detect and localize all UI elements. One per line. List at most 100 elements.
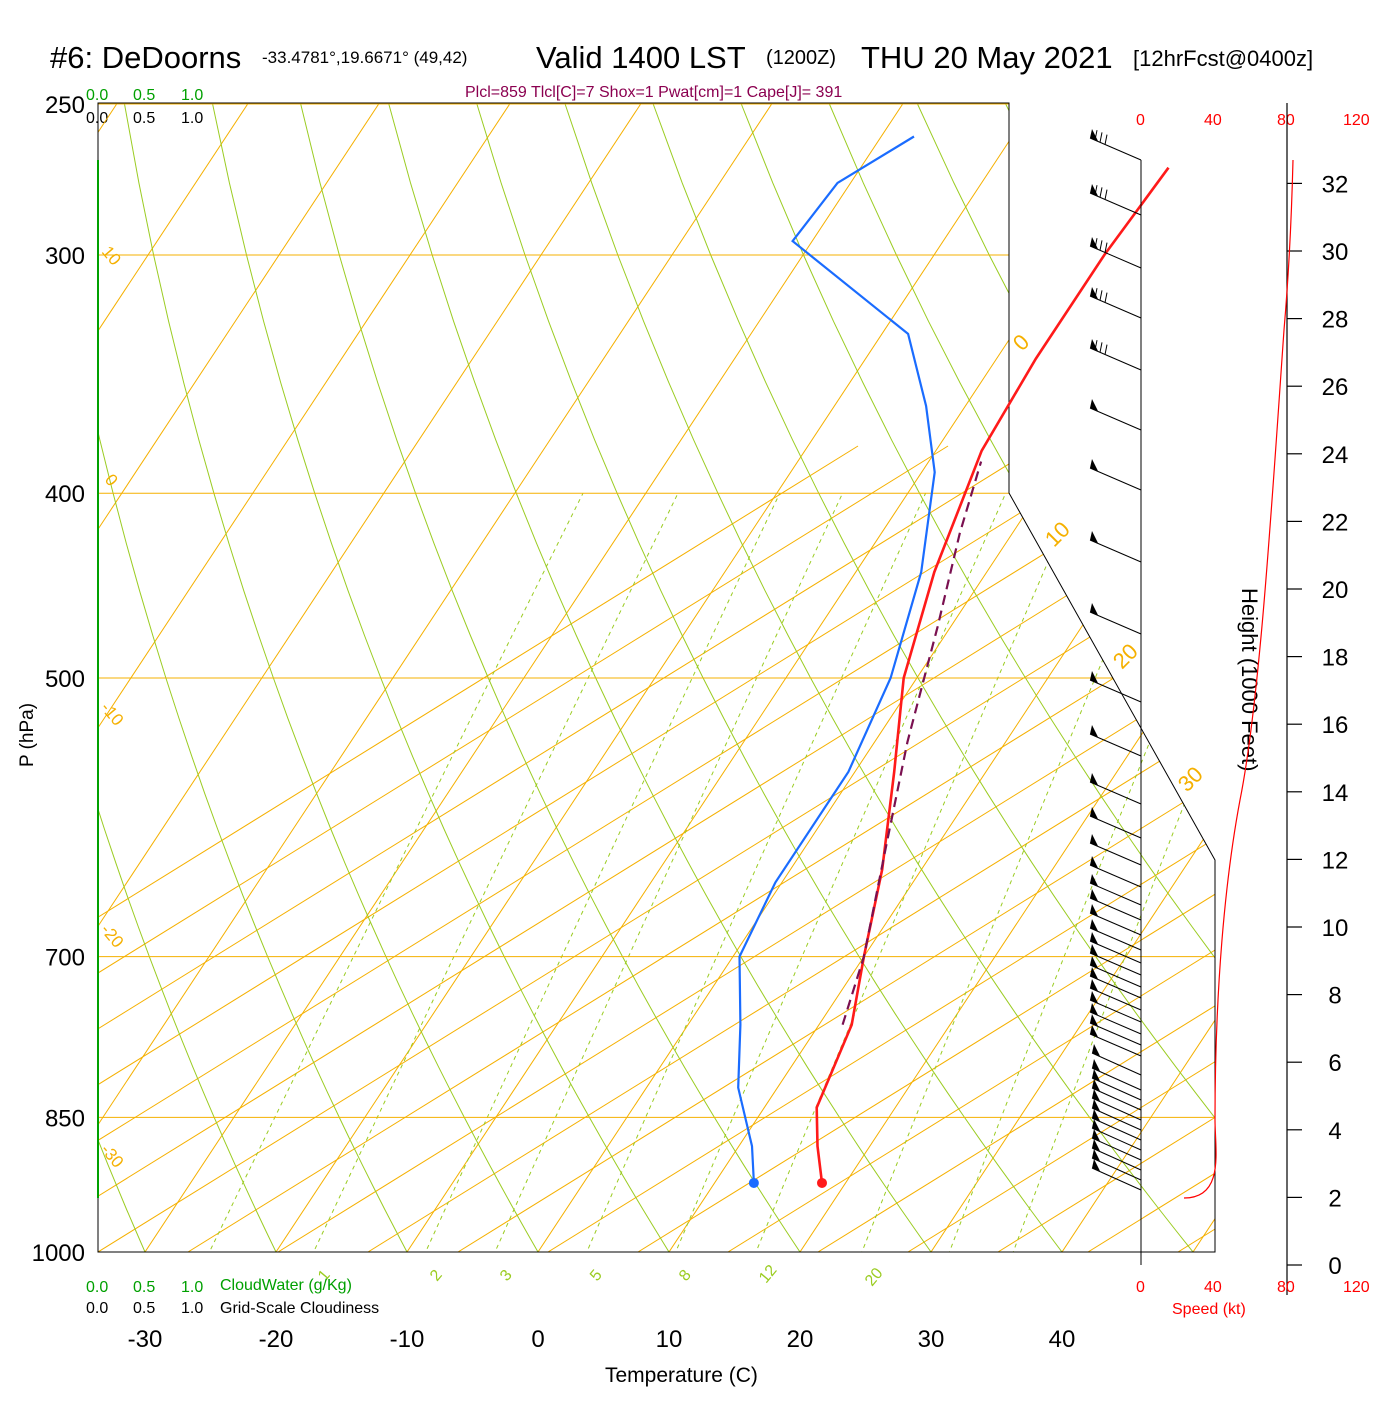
wind-barb (1090, 834, 1141, 865)
temperature-tick-label: 10 (656, 1326, 683, 1353)
mixing-ratio-label: 3 (497, 1267, 516, 1285)
speed-scale-bottom: 0 40 80 120 Speed (kt) (1136, 1279, 1370, 1318)
wind-barb-flag (1092, 1059, 1100, 1071)
wind-barb-flag (1090, 807, 1098, 819)
height-tick-label: 26 (1322, 374, 1349, 401)
cloudiness-scale-bottom: 0.0 0.5 1.0 Grid-Scale Cloudiness (86, 1300, 379, 1317)
y-axis-label: P (hPa) (17, 703, 38, 767)
wind-barb (1092, 1119, 1141, 1150)
isotherm-line (0, 446, 1038, 1252)
isotherm-line (355, 0, 1287, 1331)
dry-adiabat-line (653, 104, 1392, 1331)
mixing-ratio-label: 5 (587, 1267, 606, 1285)
wind-barb-feather (1100, 342, 1102, 352)
pressure-tick-label: 1000 (32, 1240, 85, 1267)
isotherm-labels: 10 0 -10 -20 -30 0 10 20 30 (97, 242, 1208, 1171)
wind-barb-flag (1090, 725, 1098, 737)
isotherm-line (0, 446, 858, 1252)
wind-barb-staff (1090, 468, 1141, 490)
isotherm-line (188, 446, 1400, 1252)
isotherm-label: 20 (1108, 639, 1143, 674)
isotherm-line (458, 446, 1400, 1252)
isotherm-label: 10 (98, 242, 125, 269)
wind-barb-flag (1090, 944, 1098, 956)
zulu-time: (1200Z) (766, 47, 836, 69)
wind-barb-flag (1090, 919, 1098, 931)
height-tick-label: 16 (1322, 712, 1349, 739)
isotherm-line (1141, 0, 1400, 1331)
wind-barb-staff (1090, 865, 1141, 887)
isotherm-label: -10 (97, 698, 127, 729)
wind-barb (1090, 399, 1141, 430)
mixing-ratio-label: 2 (427, 1267, 446, 1285)
mixing-ratio-line (477, 493, 843, 1292)
wind-barb (1090, 603, 1141, 634)
wind-barb-staff (1090, 976, 1141, 998)
wind-barb-feather (1100, 240, 1102, 250)
wind-barb (1090, 184, 1141, 215)
isotherm-grid (0, 0, 1400, 1331)
valid-time: Valid 1400 LST (536, 40, 746, 75)
dry-adiabat-line (301, 104, 854, 1331)
mixing-ratio-line (569, 493, 925, 1292)
isotherm-line (617, 0, 1400, 1331)
wind-barb-feather (1100, 132, 1102, 142)
temperature-tick-label: 40 (1049, 1326, 1076, 1353)
isotherm-line (728, 446, 1400, 1252)
wind-barb-staff (1090, 816, 1141, 838)
wind-barb-staff (1090, 408, 1141, 430)
wind-barb-staff (1090, 138, 1141, 160)
wind-barb (1092, 1089, 1141, 1120)
dry-adiabat-line (741, 104, 1400, 1331)
mixing-ratio-labels: 1 2 3 5 8 12 20 (315, 1262, 887, 1290)
wind-barb-flag (1090, 991, 1098, 1003)
coordinates: -33.4781°,19.6671° (49,42) (262, 48, 467, 67)
wind-barb (1090, 932, 1141, 963)
temperature-trace (817, 168, 1169, 1183)
cloud-water-label: CloudWater (g/Kg) (220, 1277, 352, 1294)
wind-barb-staff (1090, 1023, 1141, 1045)
dry-adiabat-line (125, 104, 585, 1331)
speed-scale-top: 0 40 80 120 (1136, 112, 1370, 129)
cw-bottom-tick: 1.0 (181, 1279, 203, 1296)
x-axis-label: Temperature (C) (605, 1364, 758, 1387)
cloud-water-scale-top: 0.0 0.5 1.0 (86, 87, 203, 104)
mixing-ratio-label: 20 (862, 1265, 887, 1290)
wind-barb-feather (1100, 290, 1102, 300)
height-tick-label: 28 (1322, 307, 1349, 334)
wind-barb-staff (1092, 1138, 1141, 1160)
speed-label: Speed (kt) (1172, 1301, 1246, 1318)
wind-barb-staff (1090, 193, 1141, 215)
cl-top-tick: 1.0 (181, 110, 203, 127)
cw-bottom-tick: 0.5 (133, 1279, 155, 1296)
wind-barb-staff (1092, 1108, 1141, 1130)
temperature-tick-label: 0 (531, 1326, 544, 1353)
speed-bottom-tick: 0 (1136, 1279, 1145, 1296)
wind-barb (1092, 1109, 1141, 1140)
wind-barb-flag (1092, 1044, 1100, 1056)
height-tick-label: 14 (1322, 780, 1349, 807)
wind-barb (1090, 339, 1141, 370)
temperature-tick-label: -30 (128, 1326, 163, 1353)
dewpoint-surface-marker (749, 1178, 759, 1188)
wind-barb (1090, 531, 1141, 562)
cloud-water-scale-bottom: 0.0 0.5 1.0 CloudWater (g/Kg) (86, 1277, 352, 1296)
temperature-tick-label: 30 (918, 1326, 945, 1353)
speed-top-tick: 40 (1204, 112, 1222, 129)
wind-barb (1092, 1099, 1141, 1130)
cloudiness-label: Grid-Scale Cloudiness (220, 1300, 379, 1317)
wind-barb-staff (1092, 1128, 1141, 1150)
wind-barb (1090, 725, 1141, 756)
dry-adiabat-line (213, 104, 720, 1331)
height-tick-label: 22 (1322, 509, 1349, 536)
isotherm-line (0, 446, 1128, 1252)
wind-barb-staff (1092, 1098, 1141, 1120)
wind-barb (1090, 671, 1141, 702)
height-tick-label: 10 (1322, 915, 1349, 942)
wind-barb-feather (1105, 190, 1107, 200)
cw-bottom-tick: 0.0 (86, 1279, 108, 1296)
temperature-tick-label: -20 (259, 1326, 294, 1353)
height-tick-label: 32 (1322, 171, 1349, 198)
